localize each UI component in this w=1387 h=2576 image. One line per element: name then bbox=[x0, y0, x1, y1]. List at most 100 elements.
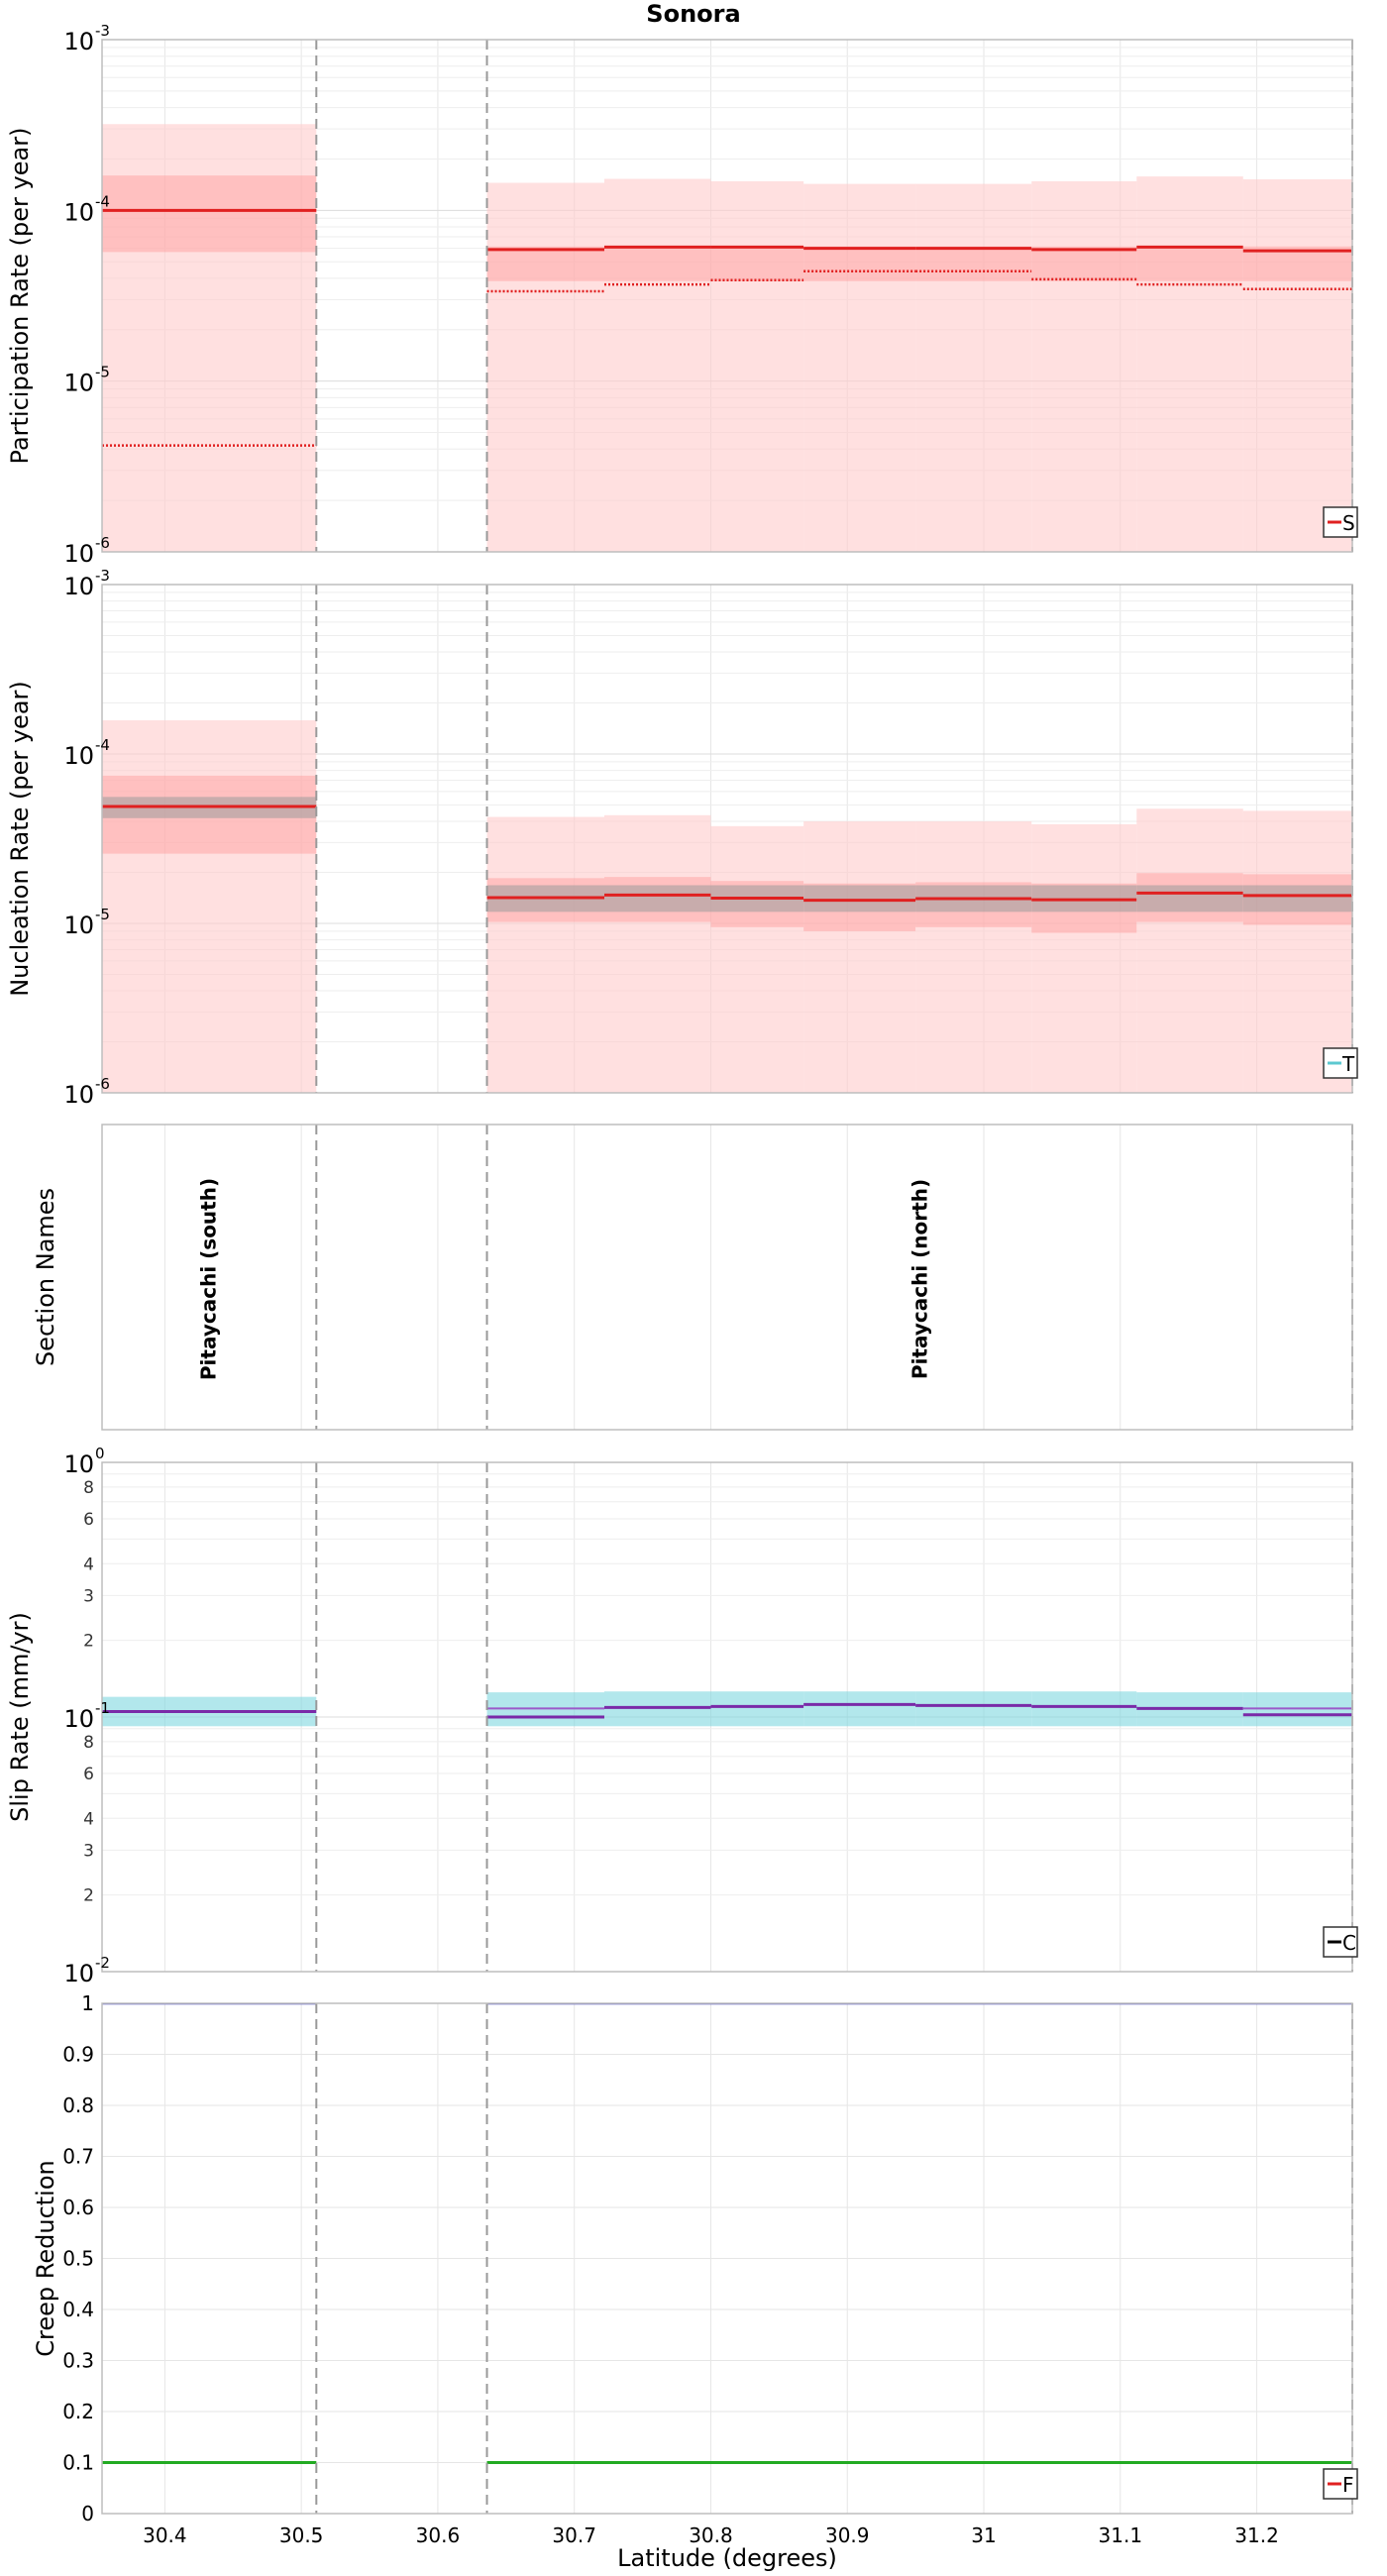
plot-area-sections bbox=[163, 1125, 1258, 1430]
inner-band-0 bbox=[102, 175, 317, 253]
legend-label: F bbox=[1342, 2473, 1354, 2497]
y-tick-label-9: 0.9 bbox=[62, 2043, 94, 2067]
y-tick-base: 10 bbox=[63, 1960, 94, 1987]
y-tick-base: 10 bbox=[63, 1081, 94, 1109]
outer-band-0 bbox=[102, 124, 317, 552]
y-tick-exponent-0: -6 bbox=[95, 534, 110, 552]
y-tick-label-1: 10 bbox=[63, 912, 94, 939]
legend-label: S bbox=[1342, 511, 1355, 535]
y-axis-label-participation: Participation Rate (per year) bbox=[6, 128, 34, 465]
y-tick-label-2: 10 bbox=[63, 1450, 94, 1478]
outer-band-8 bbox=[1242, 178, 1352, 552]
outer-band-2 bbox=[604, 814, 711, 1093]
y-minor-tick-label-2: 4 bbox=[83, 1809, 94, 1829]
plot-area-slip bbox=[102, 1462, 1352, 1972]
slip-band-6 bbox=[1031, 1691, 1137, 1727]
outer-band-0 bbox=[102, 720, 317, 1093]
y-minor-tick-label-6: 3 bbox=[83, 1586, 94, 1606]
y-tick-base: 10 bbox=[63, 1705, 94, 1733]
y-tick-label-2: 10 bbox=[63, 742, 94, 770]
y-minor-tick-label-9: 8 bbox=[83, 1478, 94, 1498]
y-tick-label-8: 0.8 bbox=[62, 2093, 94, 2117]
outer-band-5 bbox=[915, 183, 1032, 552]
y-tick-exponent-0: -2 bbox=[95, 1954, 110, 1972]
legend-participation: S bbox=[1323, 506, 1358, 538]
plot-area-creep bbox=[102, 2003, 1352, 2514]
inner-band-6 bbox=[1031, 246, 1137, 281]
y-axis-label-creep: Creep Reduction bbox=[32, 2160, 59, 2356]
outer-band-6 bbox=[1031, 823, 1137, 1093]
y-tick-base: 10 bbox=[63, 912, 94, 939]
gray-band-8 bbox=[1242, 885, 1352, 912]
x-tick-label-2: 30.6 bbox=[416, 2523, 461, 2547]
x-axis-label: Latitude (degrees) bbox=[617, 2544, 837, 2572]
slip-band-5 bbox=[915, 1691, 1032, 1727]
y-tick-label-3: 10 bbox=[63, 28, 94, 55]
gray-band-2 bbox=[604, 885, 711, 912]
y-minor-tick-label-3: 6 bbox=[83, 1765, 94, 1784]
y-tick-exponent-2: -4 bbox=[95, 192, 110, 210]
outer-band-1 bbox=[486, 816, 605, 1093]
outer-band-4 bbox=[803, 821, 916, 1093]
y-tick-exponent-3: -3 bbox=[95, 567, 110, 585]
outer-band-2 bbox=[604, 178, 711, 552]
outer-band-1 bbox=[486, 182, 605, 552]
outer-band-5 bbox=[915, 821, 1032, 1093]
y-minor-tick-label-4: 8 bbox=[83, 1733, 94, 1753]
plot-area-participation bbox=[102, 40, 1352, 552]
axes-frame-nucleation bbox=[101, 584, 1353, 1094]
y-tick-label-7: 0.7 bbox=[62, 2145, 94, 2169]
y-tick-label-6: 0.6 bbox=[62, 2196, 94, 2219]
y-tick-exponent-1: -1 bbox=[95, 1699, 110, 1717]
gray-band-4 bbox=[803, 885, 916, 912]
y-minor-tick-label-5: 2 bbox=[83, 1632, 94, 1652]
y-minor-tick-label-1: 3 bbox=[83, 1841, 94, 1861]
y-tick-label-3: 0.3 bbox=[62, 2349, 94, 2373]
outer-band-8 bbox=[1242, 810, 1352, 1093]
y-tick-base: 10 bbox=[63, 1450, 94, 1478]
y-tick-base: 10 bbox=[63, 742, 94, 770]
x-tick-label-7: 31.1 bbox=[1099, 2523, 1143, 2547]
x-tick-label-5: 30.9 bbox=[825, 2523, 870, 2547]
outer-band-7 bbox=[1136, 176, 1243, 552]
y-tick-label-0: 10 bbox=[63, 1081, 94, 1109]
y-tick-base: 10 bbox=[63, 28, 94, 55]
legend-nucleation: T bbox=[1323, 1047, 1358, 1079]
y-tick-label-4: 0.4 bbox=[62, 2298, 94, 2321]
plot-area-nucleation bbox=[102, 585, 1352, 1093]
inner-band-5 bbox=[915, 246, 1032, 281]
y-tick-exponent-3: -3 bbox=[95, 22, 110, 40]
x-tick-label-6: 31 bbox=[971, 2523, 996, 2547]
slip-band-3 bbox=[710, 1691, 804, 1727]
y-tick-base: 10 bbox=[63, 370, 94, 397]
y-tick-base: 10 bbox=[63, 540, 94, 568]
y-tick-exponent-0: -6 bbox=[95, 1075, 110, 1093]
outer-band-3 bbox=[710, 180, 804, 552]
x-tick-label-1: 30.5 bbox=[279, 2523, 324, 2547]
y-minor-tick-label-8: 6 bbox=[83, 1510, 94, 1530]
inner-band-4 bbox=[803, 246, 916, 281]
section-name-0: Pitaycachi (south) bbox=[196, 1178, 220, 1380]
panel-sections: Pitaycachi (south) Pitaycachi (north) Sect… bbox=[32, 1124, 1353, 1431]
outer-band-4 bbox=[803, 183, 916, 552]
axes-frame-creep bbox=[101, 2002, 1353, 2515]
section-name-1: Pitaycachi (north) bbox=[907, 1179, 931, 1379]
legend-label: C bbox=[1342, 1931, 1356, 1955]
axes-frame-participation bbox=[101, 39, 1353, 553]
y-tick-label-1: 10 bbox=[63, 370, 94, 397]
figure-title: Sonora bbox=[646, 0, 740, 28]
y-tick-label-0: 10 bbox=[63, 540, 94, 568]
inner-band-7 bbox=[1136, 246, 1243, 281]
y-tick-label-10: 1 bbox=[81, 1991, 94, 2015]
y-tick-label-5: 0.5 bbox=[62, 2247, 94, 2271]
y-tick-label-1: 0.1 bbox=[62, 2451, 94, 2475]
inner-band-2 bbox=[604, 246, 711, 281]
slip-band-4 bbox=[803, 1691, 916, 1727]
outer-band-7 bbox=[1136, 808, 1243, 1093]
x-tick-label-8: 31.2 bbox=[1234, 2523, 1279, 2547]
y-axis-label-sections: Section Names bbox=[32, 1188, 59, 1366]
y-tick-label-2: 0.2 bbox=[62, 2400, 94, 2423]
outer-band-6 bbox=[1031, 180, 1137, 552]
x-tick-label-0: 30.4 bbox=[143, 2523, 187, 2547]
